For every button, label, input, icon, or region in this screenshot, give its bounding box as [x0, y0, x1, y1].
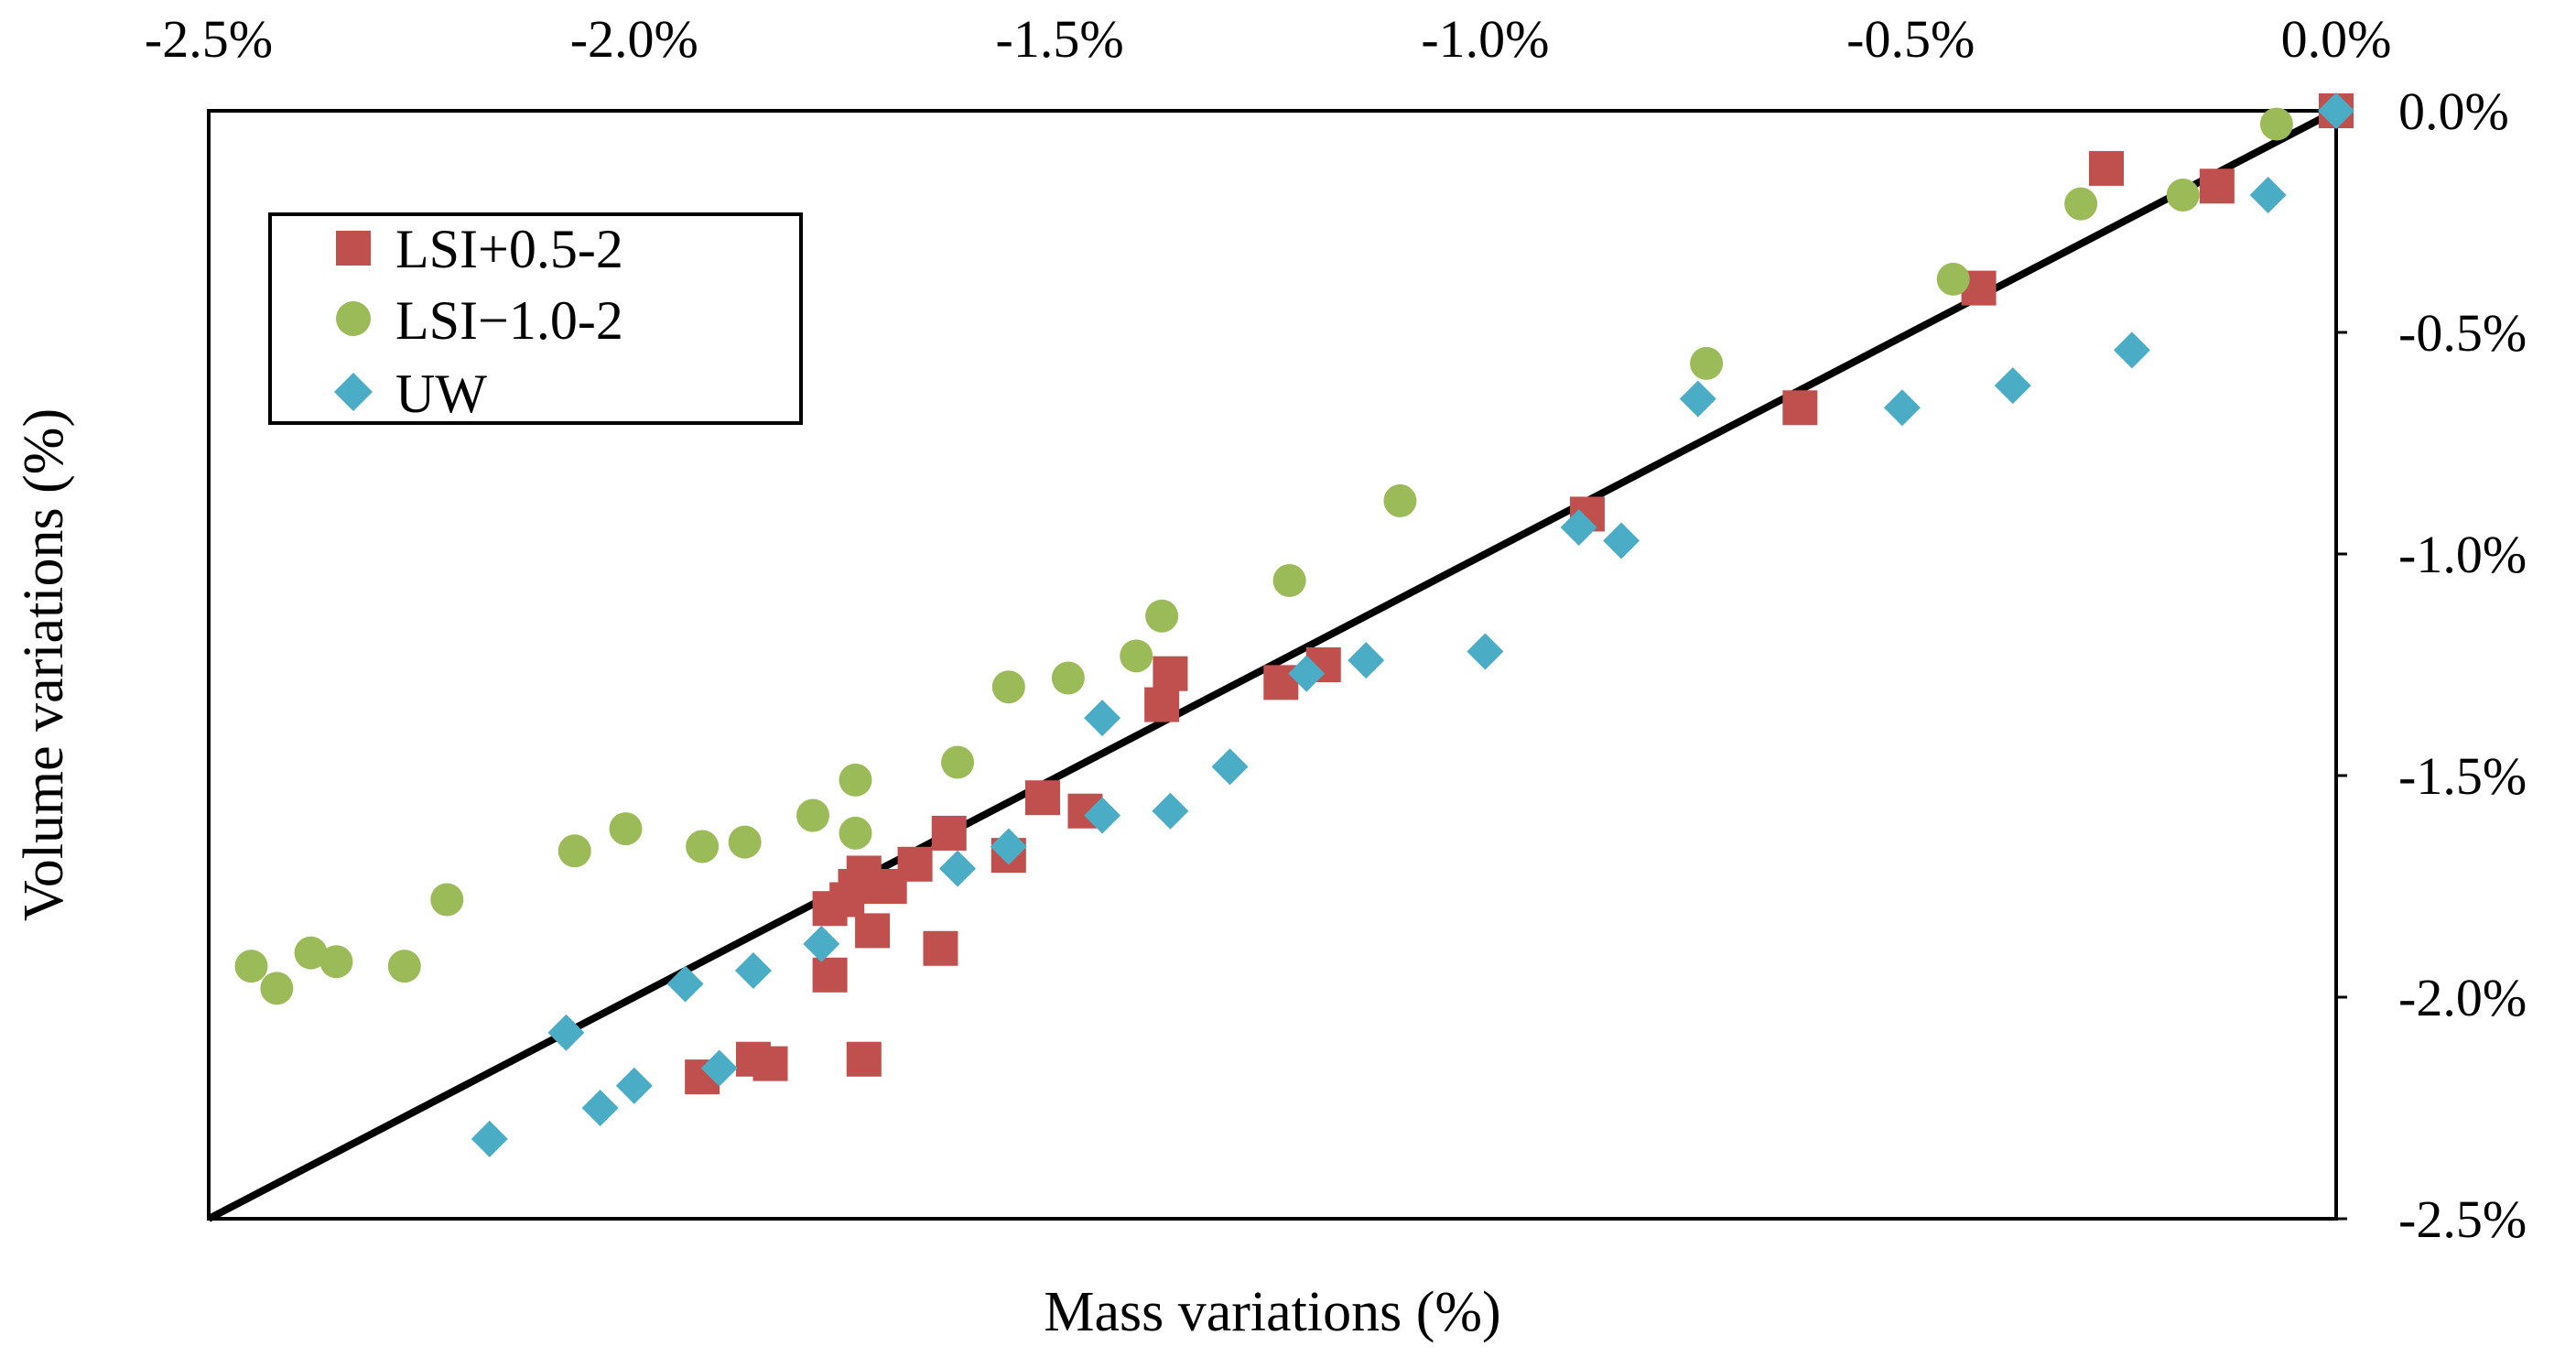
point-circle [1383, 483, 1417, 517]
y-tick-label: 0.0% [2398, 81, 2509, 141]
x-tick-label: -1.0% [1421, 9, 1549, 69]
legend-marker-square [336, 231, 371, 266]
x-axis-title: Mass variations (%) [1044, 1281, 1500, 1343]
point-square [812, 957, 848, 993]
point-diamond [939, 850, 977, 887]
y-axis-title: Volume variations (%) [13, 408, 75, 921]
point-circle [1690, 346, 1724, 380]
x-tick-label: -0.5% [1846, 9, 1975, 69]
point-diamond [1560, 508, 1597, 546]
point-square [1153, 656, 1188, 691]
point-square [2199, 168, 2235, 204]
point-diamond [666, 965, 704, 1003]
point-diamond [547, 1014, 585, 1051]
point-diamond [1211, 748, 1249, 786]
x-tick-label: 0.0% [2281, 9, 2392, 69]
y-tick-label: -2.5% [2398, 1189, 2527, 1249]
y-tick-label: -0.5% [2398, 303, 2527, 363]
x-tick-label: -2.5% [145, 9, 273, 69]
point-circle [686, 830, 720, 863]
point-circle [941, 745, 975, 779]
point-diamond [1288, 655, 1326, 692]
point-square [812, 891, 848, 927]
point-diamond [1603, 522, 1640, 559]
point-diamond [2113, 331, 2150, 369]
point-diamond [700, 1049, 738, 1087]
point-circle [387, 950, 421, 983]
point-circle [839, 816, 872, 850]
series-1 [234, 107, 2293, 1005]
point-circle [1145, 599, 1179, 633]
point-circle [260, 972, 294, 1005]
point-square [846, 1041, 882, 1077]
point-circle [557, 834, 591, 868]
point-diamond [581, 1090, 619, 1126]
legend-label-lsi-plus: LSI+0.5-2 [395, 219, 623, 279]
point-square [1144, 687, 1180, 722]
legend-label-lsi-minus: LSI−1.0-2 [395, 290, 623, 351]
point-circle [796, 798, 830, 832]
point-circle [1936, 262, 1970, 296]
series-2 [471, 92, 2354, 1157]
point-diamond [1679, 380, 1716, 418]
point-circle [609, 812, 643, 846]
point-square [923, 930, 958, 966]
point-circle [991, 670, 1025, 704]
point-diamond [1994, 367, 2031, 405]
point-circle [2259, 107, 2293, 141]
legend-marker-circle [336, 301, 371, 336]
point-diamond [734, 951, 772, 989]
point-square [2089, 150, 2125, 186]
point-diamond [1883, 389, 1921, 427]
point-circle [1272, 564, 1306, 598]
x-tick-label: -2.0% [570, 9, 698, 69]
x-axis-ticks: -2.5% -2.0% -1.5% -1.0% -0.5% 0.0% [145, 9, 2391, 69]
point-diamond [1084, 797, 1121, 834]
legend-marker-diamond [334, 373, 373, 411]
point-diamond [2318, 92, 2354, 129]
point-square [855, 913, 891, 949]
point-circle [430, 883, 464, 917]
point-circle [319, 945, 353, 979]
point-diamond [990, 828, 1027, 865]
point-diamond [471, 1120, 508, 1157]
point-circle [2166, 178, 2200, 212]
legend: LSI+0.5-2 LSI−1.0-2 UW [268, 212, 803, 425]
point-diamond [1348, 642, 1385, 679]
point-square [931, 815, 967, 851]
point-diamond [803, 925, 840, 962]
y-tick-label: -1.0% [2398, 525, 2527, 584]
point-circle [728, 825, 762, 859]
data-points [234, 92, 2354, 1157]
point-diamond [1467, 633, 1504, 670]
legend-label-uw: UW [395, 364, 487, 424]
point-square [735, 1041, 771, 1077]
point-diamond [2249, 176, 2287, 213]
y-tick-label: -2.0% [2398, 968, 2527, 1027]
point-square [1025, 780, 1061, 816]
y-tick-label: -1.5% [2398, 746, 2527, 806]
point-circle [1051, 661, 1085, 695]
point-circle [2064, 187, 2098, 221]
x-tick-label: -1.5% [996, 9, 1124, 69]
point-circle [1120, 639, 1153, 673]
point-circle [234, 950, 268, 983]
y-axis-ticks: 0.0% -0.5% -1.0% -1.5% -2.0% -2.5% [2336, 81, 2527, 1249]
point-circle [839, 763, 872, 797]
point-circle [294, 936, 328, 970]
point-diamond [1152, 792, 1189, 830]
point-diamond [1084, 700, 1121, 737]
point-diamond [615, 1067, 653, 1104]
point-square [1782, 390, 1818, 426]
